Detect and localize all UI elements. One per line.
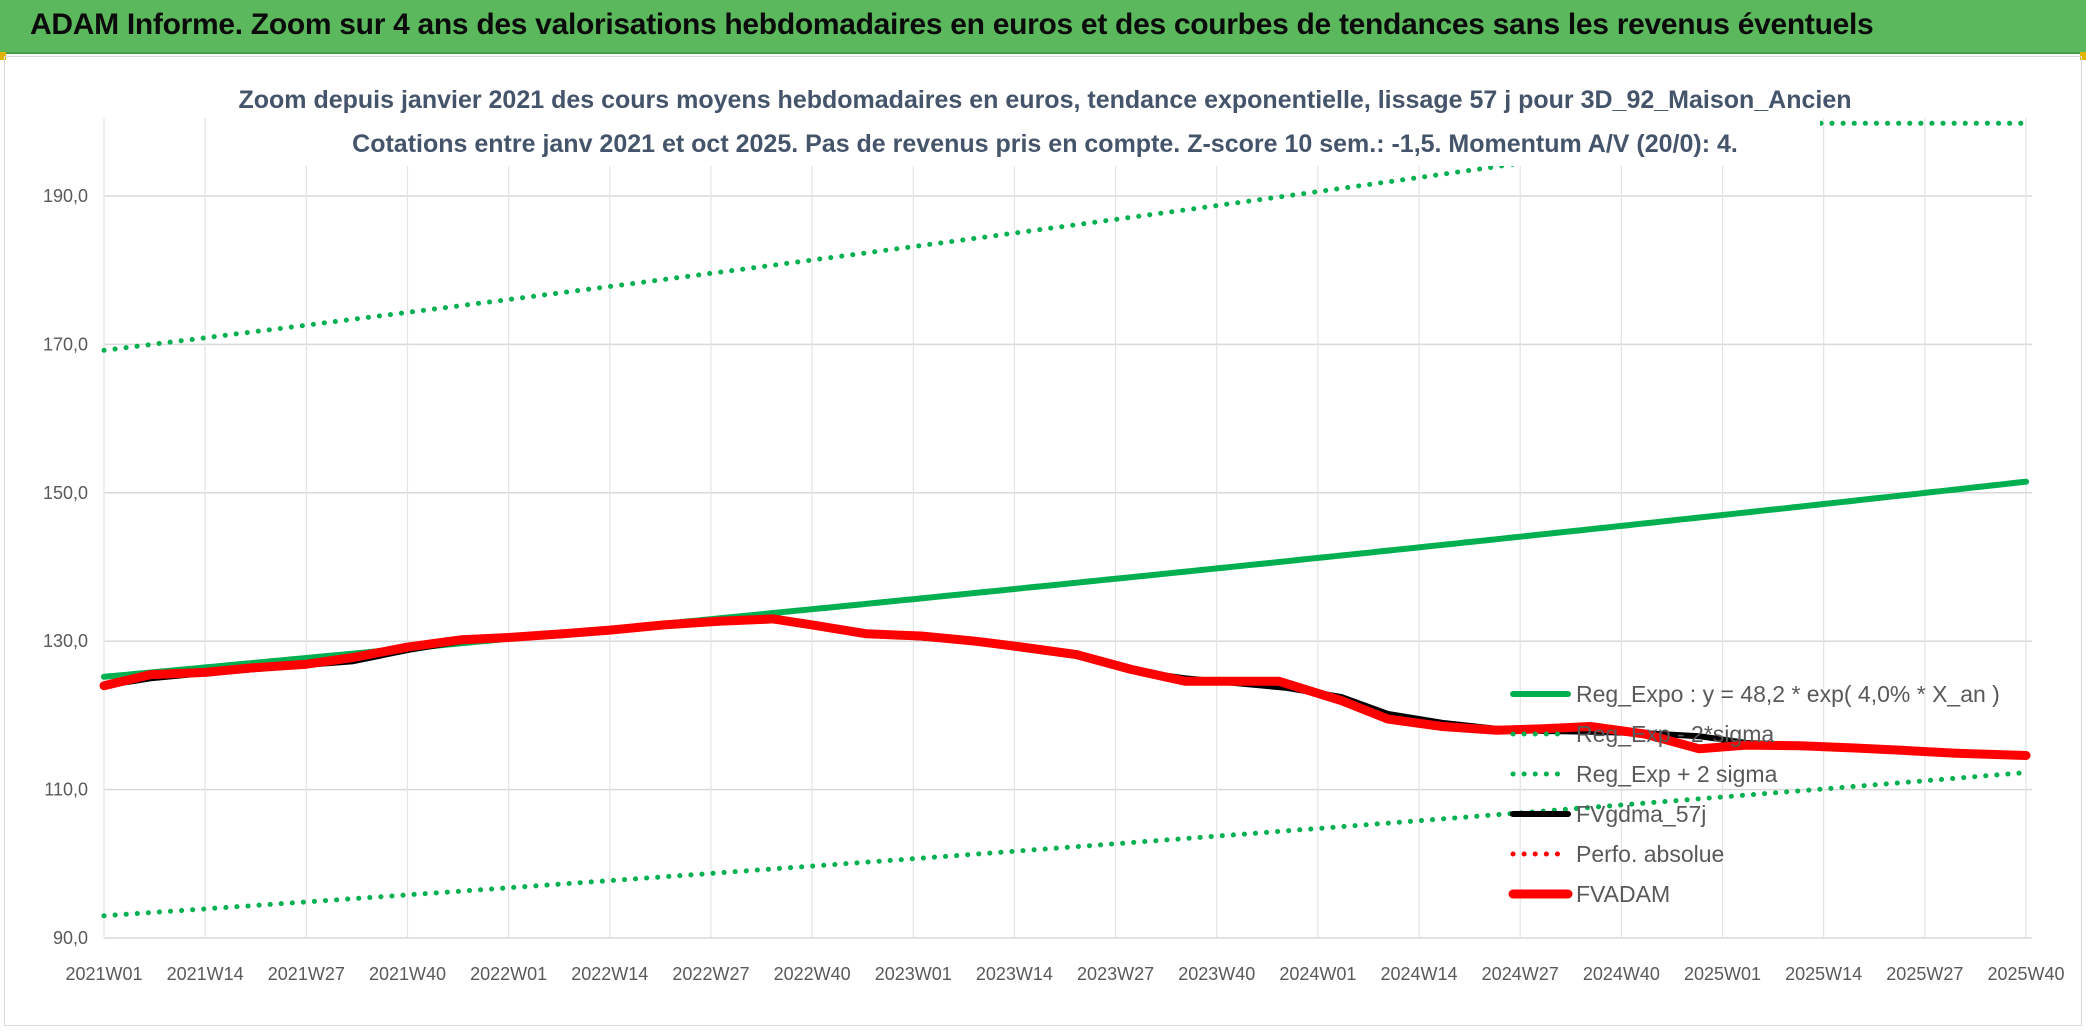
series-reg-exp-2-sigma (101, 770, 2029, 919)
series-reg-exp-2-sigma (101, 155, 1562, 353)
x-tick-label: 2025W01 (1684, 964, 1761, 984)
y-tick-label: 110,0 (44, 780, 88, 800)
y-tick-label: 130,0 (43, 631, 88, 651)
banner-corner-left (0, 52, 6, 60)
x-tick-label: 2022W14 (571, 964, 648, 984)
x-tick-label: 2022W27 (672, 964, 749, 984)
x-tick-label: 2023W14 (976, 964, 1053, 984)
banner-corner-right (2080, 52, 2086, 60)
x-tick-label: 2025W40 (1987, 964, 2064, 984)
title-backdrop (270, 80, 1820, 166)
y-tick-label: 90,0 (53, 928, 88, 948)
x-tick-label: 2022W01 (470, 964, 547, 984)
chart-titles: Zoom depuis janvier 2021 des cours moyen… (238, 80, 1852, 166)
y-tick-label: 170,0 (43, 334, 88, 354)
legend-label: Perfo. absolue (1576, 841, 1724, 867)
x-tick-label: 2021W40 (369, 964, 446, 984)
x-tick-label: 2024W27 (1482, 964, 1559, 984)
y-tick-label: 190,0 (43, 186, 88, 206)
legend-label: Reg_Exp + 2 sigma (1576, 761, 1778, 787)
legend-label: FVADAM (1576, 881, 1670, 907)
chart-frame (4, 56, 2082, 1026)
chart-title: Zoom depuis janvier 2021 des cours moyen… (238, 86, 1851, 114)
chart-legend: Reg_Expo : y = 48,2 * exp( 4,0% * X_an )… (1508, 681, 2000, 907)
x-tick-label: 2025W27 (1886, 964, 1963, 984)
x-axis-ticks: 2021W01 2021W14 2021W27 2021W40 2022W01 2022W… (65, 964, 2064, 984)
x-tick-label: 2024W14 (1381, 964, 1458, 984)
x-tick-label: 2021W14 (167, 964, 244, 984)
y-axis-ticks: 90,0 110,0 130,0 150,0 170,0 190,0 (43, 186, 88, 948)
y-tick-label: 150,0 (43, 483, 88, 503)
legend-label: Reg_Expo : y = 48,2 * exp( 4,0% * X_an ) (1576, 681, 2000, 707)
x-tick-label: 2022W40 (774, 964, 851, 984)
series-lines (99, 120, 2031, 919)
x-tick-label: 2024W01 (1279, 964, 1356, 984)
report-banner: ADAM Informe. Zoom sur 4 ans des valoris… (0, 0, 2086, 54)
x-tick-label: 2023W40 (1178, 964, 1255, 984)
report-title: ADAM Informe. Zoom sur 4 ans des valoris… (30, 8, 1874, 41)
x-tick-label: 2021W27 (268, 964, 345, 984)
grid-lines (103, 118, 2032, 939)
x-tick-label: 2023W01 (875, 964, 952, 984)
x-tick-label: 2024W40 (1583, 964, 1660, 984)
x-tick-label: 2023W27 (1077, 964, 1154, 984)
x-tick-label: 2021W01 (65, 964, 142, 984)
legend-label: FVgdma_57j (1576, 801, 1706, 827)
chart-subtitle: Cotations entre janv 2021 et oct 2025. P… (352, 130, 1738, 158)
series-fvadam (99, 614, 2031, 760)
legend-label: Reg_Exp - 2*sigma (1576, 721, 1774, 747)
x-tick-label: 2025W14 (1785, 964, 1862, 984)
